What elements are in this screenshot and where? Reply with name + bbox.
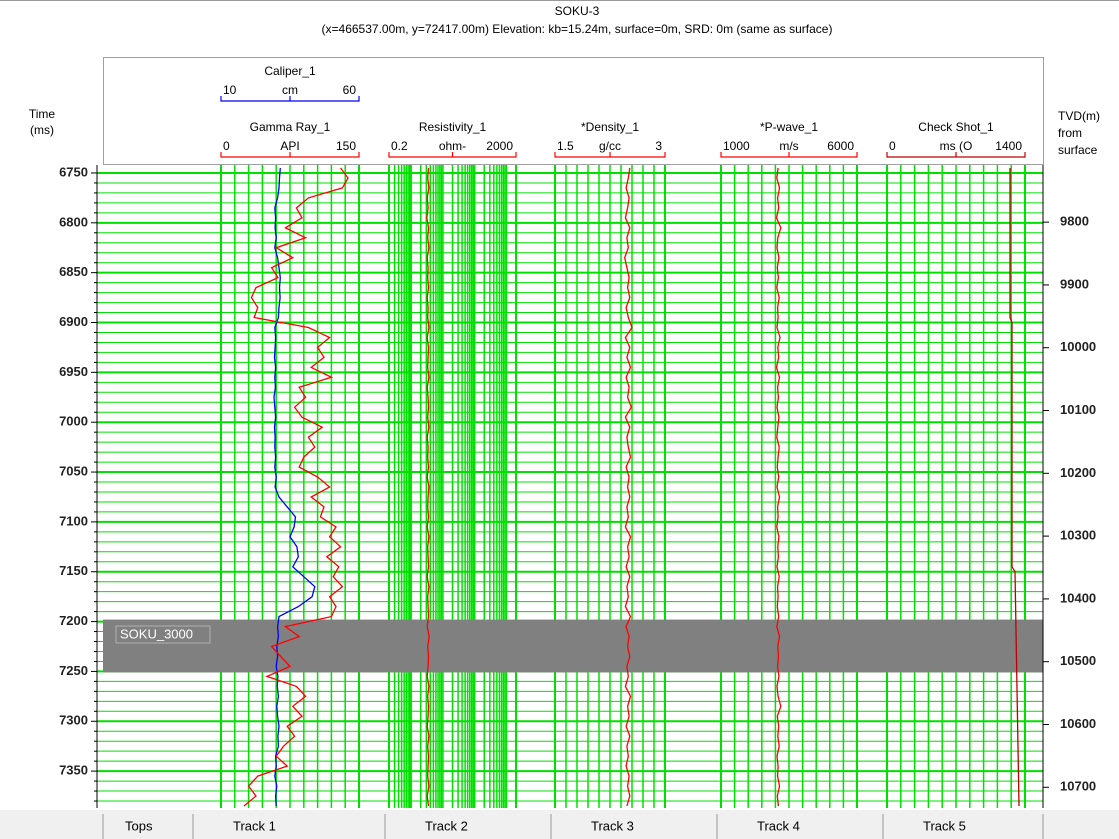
y2-tick-label: 9900 bbox=[1060, 276, 1089, 291]
y2-tick-label: 10400 bbox=[1060, 590, 1096, 605]
y-tick-label: 7000 bbox=[59, 414, 88, 429]
tops-layer: SOKU_3000 bbox=[103, 619, 1043, 673]
curve-name: *Density_1 bbox=[581, 120, 639, 134]
y-tick-label: 7300 bbox=[59, 713, 88, 728]
y-tick-label: 7100 bbox=[59, 513, 88, 528]
curve-min: 0 bbox=[889, 139, 896, 153]
y2-tick-label: 10000 bbox=[1060, 339, 1096, 354]
y-tick-label: 6950 bbox=[59, 364, 88, 379]
curve-min: 1.5 bbox=[557, 139, 574, 153]
curve-unit: m/s bbox=[779, 139, 798, 153]
scale-bar bbox=[886, 152, 1026, 158]
curve-line bbox=[273, 167, 316, 807]
y2-tick-label: 10200 bbox=[1060, 465, 1096, 480]
curve-name: Resistivity_1 bbox=[419, 120, 487, 134]
track-label: Track 2 bbox=[425, 818, 468, 833]
y-axis-label: (ms) bbox=[30, 123, 54, 137]
top-label-box bbox=[115, 625, 211, 644]
curve-name: Gamma Ray_1 bbox=[250, 120, 331, 134]
curve-line bbox=[426, 167, 430, 807]
curve-line bbox=[243, 167, 349, 807]
curve-unit: ms (O bbox=[940, 139, 973, 153]
curve-max: 2000 bbox=[486, 139, 513, 153]
footer-bar bbox=[0, 810, 1119, 839]
curve-min: 1000 bbox=[723, 139, 750, 153]
y2-tick-label: 10300 bbox=[1060, 528, 1096, 543]
y2-tick-label: 10500 bbox=[1060, 653, 1096, 668]
curve-min: 0.2 bbox=[391, 139, 408, 153]
curve-unit: cm bbox=[282, 83, 298, 97]
y-tick-label: 7050 bbox=[59, 463, 88, 478]
curve-max: 1400 bbox=[995, 139, 1022, 153]
scale-bar bbox=[554, 152, 666, 158]
y2-axis-label: TVD(m) bbox=[1058, 109, 1100, 123]
y2-axis-label: surface bbox=[1058, 143, 1098, 157]
top-label: SOKU_3000 bbox=[120, 626, 193, 641]
chart-subtitle: (x=466537.00m, y=72417.00m) Elevation: k… bbox=[322, 22, 833, 36]
y2-axis-label: from bbox=[1058, 126, 1082, 140]
y-tick-label: 7350 bbox=[59, 763, 88, 778]
curve-unit: ohm- bbox=[439, 139, 466, 153]
curve-line bbox=[624, 167, 633, 807]
y2-tick-label: 10700 bbox=[1060, 779, 1096, 794]
y-tick-label: 6850 bbox=[59, 264, 88, 279]
curve-name: Check Shot_1 bbox=[918, 120, 994, 134]
curve-line bbox=[1009, 168, 1020, 807]
y-tick-label: 6900 bbox=[59, 314, 88, 329]
y2-tick-label: 10100 bbox=[1060, 402, 1096, 417]
curve-max: 60 bbox=[343, 83, 357, 97]
curve-line bbox=[775, 167, 782, 807]
curve-max: 150 bbox=[336, 139, 356, 153]
curve-max: 6000 bbox=[827, 139, 854, 153]
tops-column-label: Tops bbox=[125, 818, 153, 833]
curve-unit: API bbox=[280, 139, 299, 153]
track-label: Track 4 bbox=[757, 818, 800, 833]
y-tick-label: 7200 bbox=[59, 613, 88, 628]
scale-bar bbox=[720, 152, 858, 158]
scale-bar bbox=[388, 152, 517, 158]
y2-tick-label: 10600 bbox=[1060, 716, 1096, 731]
y-tick-label: 6750 bbox=[59, 164, 88, 179]
track-label: Track 3 bbox=[591, 818, 634, 833]
y-tick-label: 6800 bbox=[59, 214, 88, 229]
chart-title: SOKU-3 bbox=[555, 4, 600, 18]
curve-min: 10 bbox=[223, 83, 237, 97]
axes-layer: Track 1 Caliper_1 10 cm 60 Gamma Ray_1 0 API 150… bbox=[29, 64, 1100, 839]
y-tick-label: 7250 bbox=[59, 663, 88, 678]
scale-bar bbox=[220, 152, 360, 158]
header-box bbox=[103, 57, 1044, 165]
curve-name: Caliper_1 bbox=[264, 64, 316, 78]
curve-unit: g/cc bbox=[599, 139, 621, 153]
y2-tick-label: 9800 bbox=[1060, 214, 1089, 229]
y-tick-label: 7150 bbox=[59, 563, 88, 578]
curves-layer bbox=[243, 167, 1020, 807]
scale-bar bbox=[220, 96, 360, 102]
curve-min: 0 bbox=[223, 139, 230, 153]
track-label: Track 1 bbox=[233, 818, 276, 833]
grid-layer bbox=[97, 165, 1043, 808]
y-axis-label: Time bbox=[29, 107, 56, 121]
top-band bbox=[103, 619, 1043, 673]
curve-name: *P-wave_1 bbox=[760, 120, 818, 134]
track-label: Track 5 bbox=[923, 818, 966, 833]
curve-max: 3 bbox=[655, 139, 662, 153]
